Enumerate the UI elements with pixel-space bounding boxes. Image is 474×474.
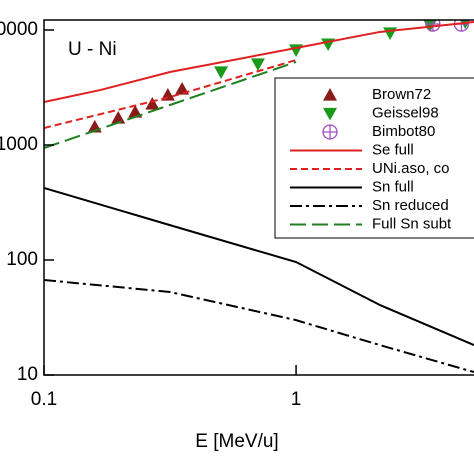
legend-marker bbox=[322, 124, 338, 140]
legend-label: Geissel98 bbox=[372, 104, 439, 121]
marker bbox=[128, 104, 143, 118]
x-tick-label: 0.1 bbox=[31, 389, 57, 410]
marker bbox=[214, 66, 229, 80]
marker bbox=[425, 20, 441, 32]
legend-label: UNi.aso, co bbox=[372, 160, 450, 177]
x-axis-label: E [MeV/u] bbox=[195, 431, 278, 452]
plot-area bbox=[44, 20, 474, 374]
series-line bbox=[44, 279, 474, 374]
legend bbox=[274, 77, 474, 239]
legend-marker bbox=[323, 88, 337, 101]
legend-label: Sn full bbox=[372, 178, 414, 195]
legend-label: Brown72 bbox=[372, 86, 431, 103]
marker bbox=[383, 27, 398, 40]
marker bbox=[111, 110, 126, 124]
x-tick-label: 1 bbox=[291, 389, 302, 410]
marker bbox=[145, 96, 160, 110]
series-line bbox=[44, 61, 297, 149]
legend-label: Full Sn subt bbox=[372, 215, 452, 232]
frame bbox=[43, 19, 474, 376]
marker bbox=[250, 58, 265, 72]
legend-label: Se full bbox=[372, 141, 414, 158]
series-line bbox=[44, 20, 474, 103]
y-tick-label: 1000 bbox=[0, 134, 38, 155]
y-tick-label: 10 bbox=[17, 364, 38, 385]
series-line bbox=[44, 187, 474, 347]
annotation: U - Ni bbox=[68, 39, 117, 60]
legend-label: Sn reduced bbox=[372, 197, 449, 214]
y-tick-label: 100 bbox=[6, 249, 38, 270]
legend-marker bbox=[323, 107, 337, 121]
legend-label: Bimbot80 bbox=[372, 123, 435, 140]
